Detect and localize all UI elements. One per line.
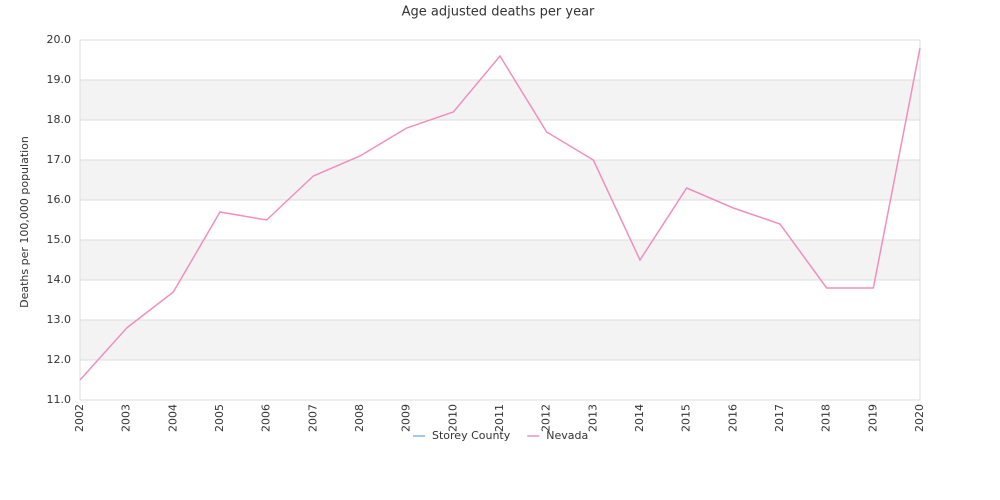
x-tick-label: 2002 (73, 404, 86, 432)
x-tick-label: 2005 (213, 404, 226, 432)
x-tick-label: 2007 (306, 404, 319, 432)
x-tick-label: 2004 (166, 404, 179, 432)
series-line (79, 47, 921, 381)
x-tick-label: 2010 (446, 404, 459, 432)
y-tick-label: 13.0 (47, 313, 72, 326)
y-tick-label: 14.0 (47, 273, 72, 286)
x-tick-label: 2019 (866, 404, 879, 432)
y-tick-label: 11.0 (47, 393, 72, 406)
y-tick-label: 16.0 (47, 193, 72, 206)
x-tick-label: 2020 (913, 404, 926, 432)
legend-label: Nevada (546, 429, 588, 442)
y-tick-label: 19.0 (47, 73, 72, 86)
x-tick-label: 2003 (120, 404, 133, 432)
legend-label: Storey County (432, 429, 511, 442)
x-tick-label: 2013 (586, 404, 599, 432)
x-tick-label: 2016 (726, 404, 739, 432)
chart-title: Age adjusted deaths per year (402, 5, 595, 20)
x-tick-label: 2009 (400, 404, 413, 432)
y-tick-label: 17.0 (47, 153, 72, 166)
x-tick-label: 2014 (633, 404, 646, 432)
x-tick-label: 2015 (680, 404, 693, 432)
x-tick-label: 2012 (540, 404, 553, 432)
plot-band (80, 320, 920, 360)
x-tick-label: 2018 (820, 404, 833, 432)
plot-band (80, 240, 920, 280)
x-tick-label: 2008 (353, 404, 366, 432)
y-tick-label: 18.0 (47, 113, 72, 126)
y-axis-title: Deaths per 100,000 population (18, 136, 31, 308)
x-tick-label: 2006 (260, 404, 273, 432)
y-tick-label: 20.0 (47, 33, 72, 46)
x-tick-label: 2017 (773, 404, 786, 432)
plot-band (80, 160, 920, 200)
y-tick-label: 15.0 (47, 233, 72, 246)
y-tick-label: 12.0 (47, 353, 72, 366)
plot-band (80, 80, 920, 120)
x-tick-label: 2011 (493, 404, 506, 432)
